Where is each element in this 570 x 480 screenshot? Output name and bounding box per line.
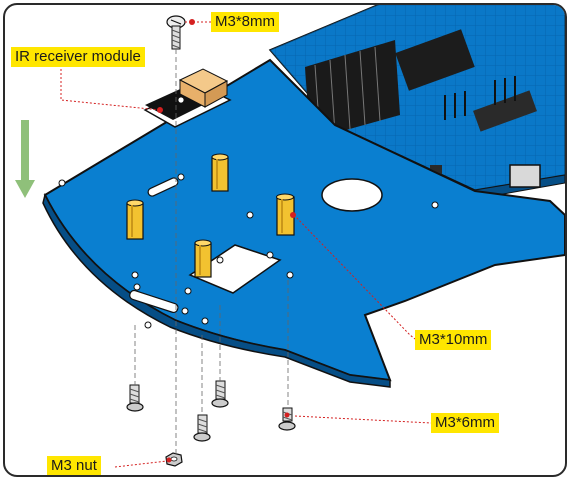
standoff-middle	[194, 239, 212, 278]
callout-m3-nut: M3 nut	[47, 456, 101, 475]
screw-m3-8mm	[166, 15, 186, 50]
callout-m3-8mm: M3*8mm	[211, 12, 280, 32]
callout-m3-6mm: M3*6mm	[431, 413, 500, 433]
chassis-plate	[42, 58, 565, 388]
assembly-diagram: M3*8mm IR receiver module M3*10mm M3*6mm…	[3, 3, 567, 477]
standoff-right	[276, 193, 295, 236]
ir-receiver-module	[143, 68, 232, 128]
standoff-back	[211, 153, 229, 192]
assembly-guides	[134, 49, 289, 455]
screw-bottom-1	[126, 384, 144, 412]
screw-bottom-3	[193, 414, 211, 442]
callout-ir-receiver: IR receiver module	[11, 47, 145, 67]
screw-bottom-2	[211, 380, 229, 408]
callout-m3-10mm: M3*10mm	[415, 330, 492, 350]
down-arrow-icon	[15, 120, 35, 198]
m3-nut	[165, 452, 183, 467]
standoff-front-left	[126, 199, 144, 240]
assembly-illustration	[15, 5, 565, 468]
screw-m3-6mm	[278, 407, 296, 431]
